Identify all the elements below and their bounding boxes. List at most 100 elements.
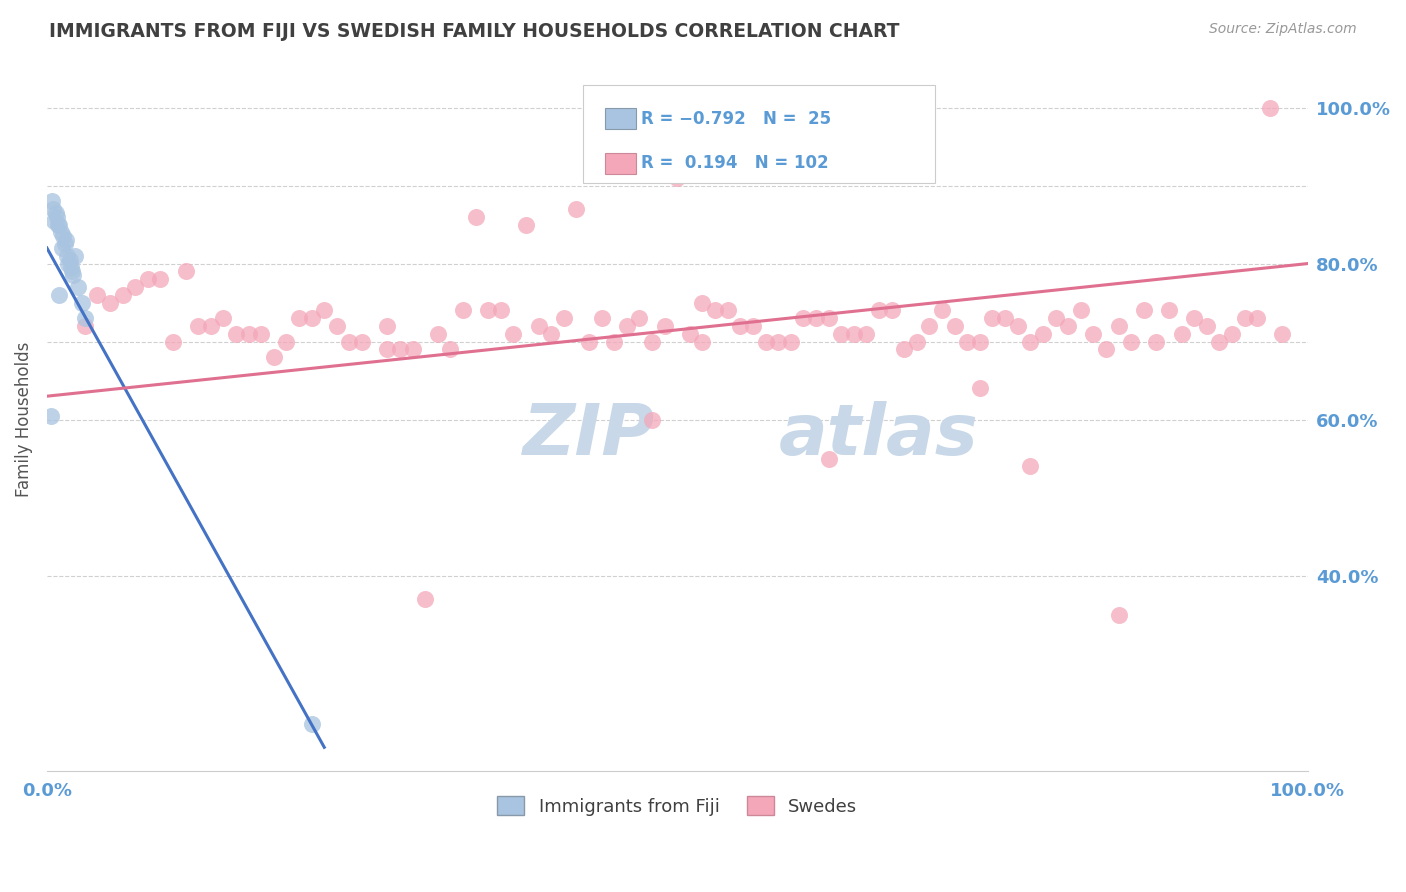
Legend: Immigrants from Fiji, Swedes: Immigrants from Fiji, Swedes [488,788,866,825]
Point [1208,334,1230,349]
Point [1057,318,1080,333]
Point [1019,334,1042,349]
Point [1032,326,1054,341]
Point [754,334,776,349]
Point [817,311,839,326]
Point [67,280,90,294]
Point [1220,326,1243,341]
Point [45,206,67,220]
Point [943,318,966,333]
Point [704,303,727,318]
Point [1195,318,1218,333]
Point [375,318,398,333]
Point [276,334,298,349]
Point [641,334,664,349]
Point [225,326,247,341]
Point [58,252,80,267]
Point [1132,303,1154,318]
Point [187,318,209,333]
Point [1182,311,1205,326]
Point [679,326,702,341]
Point [200,318,222,333]
Point [39,409,62,423]
Point [730,318,752,333]
Point [326,318,349,333]
Point [1157,303,1180,318]
Point [70,295,93,310]
Point [288,311,311,326]
Point [931,303,953,318]
Point [1246,311,1268,326]
Point [62,268,84,283]
Point [1019,459,1042,474]
Text: Source: ZipAtlas.com: Source: ZipAtlas.com [1209,22,1357,37]
Point [86,287,108,301]
Point [502,326,524,341]
Point [63,249,86,263]
Point [591,311,613,326]
Point [212,311,235,326]
Text: atlas: atlas [779,401,979,470]
Point [842,326,865,341]
Point [46,218,69,232]
Point [565,202,588,216]
Point [52,229,75,244]
Point [1083,326,1105,341]
Point [969,334,991,349]
Point [1095,343,1118,357]
Point [1108,318,1130,333]
Point [59,260,82,275]
Point [375,343,398,357]
Point [692,334,714,349]
Point [1121,334,1143,349]
Point [174,264,197,278]
Point [73,318,96,333]
Point [779,334,801,349]
Point [51,241,73,255]
Point [124,280,146,294]
Y-axis label: Family Households: Family Households [15,342,32,498]
Text: ZIP: ZIP [523,401,655,470]
Point [553,311,575,326]
Point [352,334,374,349]
Point [527,318,550,333]
Point [44,213,66,227]
Text: R =  0.194   N = 102: R = 0.194 N = 102 [641,154,828,172]
Point [73,311,96,326]
Point [48,218,70,232]
Point [46,210,69,224]
Point [766,334,789,349]
Point [515,218,537,232]
Point [641,412,664,426]
Point [388,343,411,357]
Point [1258,101,1281,115]
Point [1070,303,1092,318]
Point [540,326,562,341]
Point [41,194,63,209]
Point [250,326,273,341]
Point [956,334,979,349]
Point [58,256,80,270]
Text: IMMIGRANTS FROM FIJI VS SWEDISH FAMILY HOUSEHOLDS CORRELATION CHART: IMMIGRANTS FROM FIJI VS SWEDISH FAMILY H… [49,22,900,41]
Point [42,202,65,216]
Point [666,170,689,185]
Point [1108,607,1130,622]
Point [817,451,839,466]
Point [578,334,600,349]
Point [53,237,76,252]
Point [994,311,1017,326]
Point [1170,326,1192,341]
Point [1233,311,1256,326]
Point [616,318,638,333]
Point [162,334,184,349]
Point [401,343,423,357]
Point [301,311,323,326]
Point [48,287,70,301]
Point [439,343,461,357]
Point [603,334,626,349]
Point [792,311,814,326]
Point [918,318,941,333]
Point [830,326,852,341]
Point [49,225,72,239]
Point [98,295,121,310]
